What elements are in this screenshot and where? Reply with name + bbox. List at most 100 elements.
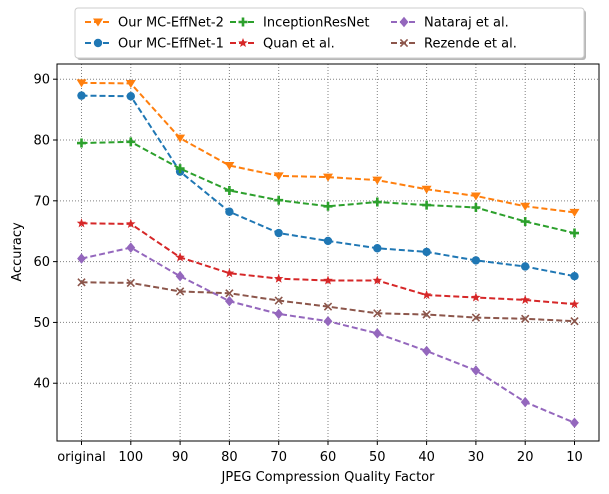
legend-marker (93, 38, 103, 48)
series-5 (77, 278, 579, 326)
data-point (175, 252, 185, 262)
data-point (126, 242, 136, 253)
data-point (225, 289, 234, 298)
data-point (323, 173, 333, 182)
data-point (520, 202, 531, 211)
data-point (273, 273, 284, 283)
data-point (520, 216, 530, 226)
y-axis-title: Accuracy (10, 222, 25, 282)
series-1 (77, 91, 579, 281)
data-point (175, 287, 185, 296)
data-point (372, 275, 383, 285)
legend: Our MC-EffNet-2 Our MC-EffNet-1 InceptionR… (74, 7, 586, 60)
data-point (224, 268, 235, 278)
data-point (125, 79, 136, 88)
legend-label: Our MC-EffNet-2 (118, 16, 224, 31)
legend-item: InceptionResNet (230, 16, 369, 31)
data-point (224, 185, 234, 195)
legend-marker (93, 18, 103, 27)
x-tick-label: 80 (221, 450, 238, 465)
series-line (81, 94, 575, 278)
data-point (274, 228, 283, 238)
data-point (422, 247, 431, 257)
data-point (471, 313, 481, 322)
legend-label: InceptionResNet (263, 16, 369, 31)
data-point (175, 271, 185, 282)
series-line (81, 222, 575, 306)
data-point (175, 164, 185, 174)
data-point (323, 316, 333, 327)
data-point (521, 262, 530, 271)
legend-marker (399, 16, 409, 28)
x-tick-label: 70 (270, 450, 287, 465)
data-point (126, 92, 135, 101)
legend-marker (238, 17, 248, 27)
legend-item: Nataraj et al. (391, 16, 509, 31)
y-tick-label: 40 (33, 377, 50, 392)
data-point (471, 292, 481, 302)
data-point (323, 275, 333, 285)
data-point (422, 310, 431, 319)
legend-label: Nataraj et al. (424, 16, 509, 31)
x-tick-label: original (57, 450, 106, 465)
data-point (77, 91, 86, 100)
data-point (224, 295, 234, 307)
data-point (225, 207, 234, 216)
data-point (323, 302, 333, 311)
data-point (570, 317, 579, 326)
data-point (126, 278, 135, 288)
data-point (372, 197, 382, 207)
data-series (76, 79, 580, 428)
series-2 (77, 137, 579, 238)
legend-marker (399, 38, 409, 48)
data-point (569, 299, 580, 309)
y-tick-label: 50 (33, 316, 50, 331)
data-point (323, 201, 333, 211)
data-point (224, 162, 235, 171)
data-point (570, 417, 579, 428)
legend-item: Rezende et al. (391, 37, 517, 52)
x-tick-label: 60 (320, 450, 337, 465)
data-point (126, 218, 136, 228)
data-point (274, 296, 283, 305)
legend-label: Quan et al. (263, 37, 335, 52)
data-point (126, 137, 136, 147)
data-point (470, 192, 481, 201)
y-tick-label: 90 (33, 73, 50, 88)
x-tick-label: 40 (418, 450, 435, 465)
data-point (76, 79, 87, 88)
data-point (570, 272, 579, 281)
x-tick-label: 100 (118, 450, 143, 465)
series-line (81, 81, 575, 214)
x-axis-title: JPEG Compression Quality Factor (221, 470, 436, 485)
data-point (421, 290, 432, 300)
x-tick-label: 20 (517, 450, 534, 465)
data-point (373, 244, 382, 253)
data-point (77, 253, 86, 264)
x-tick-label: 30 (468, 450, 485, 465)
series-0 (76, 79, 580, 217)
x-tick-label: 50 (369, 450, 386, 465)
y-tick-label: 60 (33, 255, 50, 270)
data-point (323, 236, 333, 246)
y-tick-label: 70 (33, 194, 50, 209)
series-line (81, 140, 575, 235)
data-point (471, 365, 481, 376)
data-point (520, 396, 530, 408)
series-4 (77, 242, 579, 428)
x-axis: original 100 90 80 70 60 50 40 30 20 10 (57, 441, 583, 465)
y-tick-label: 80 (33, 134, 50, 149)
legend-item: Our MC-EffNet-2 (85, 16, 224, 31)
data-point (76, 218, 87, 228)
x-tick-label: 90 (172, 450, 189, 465)
data-point (77, 278, 86, 287)
data-point (471, 203, 481, 213)
data-point (372, 176, 383, 185)
data-point (569, 208, 580, 217)
data-point (175, 134, 186, 143)
series-line (81, 246, 575, 424)
data-point (521, 314, 530, 323)
data-point (274, 308, 284, 320)
data-point (372, 328, 382, 339)
